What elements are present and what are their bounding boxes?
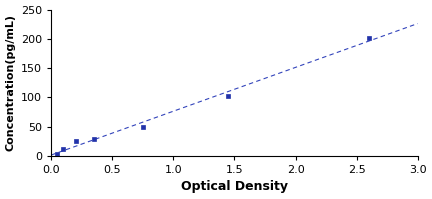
X-axis label: Optical Density: Optical Density xyxy=(181,180,288,193)
Y-axis label: Concentration(pg/mL): Concentration(pg/mL) xyxy=(6,14,16,151)
